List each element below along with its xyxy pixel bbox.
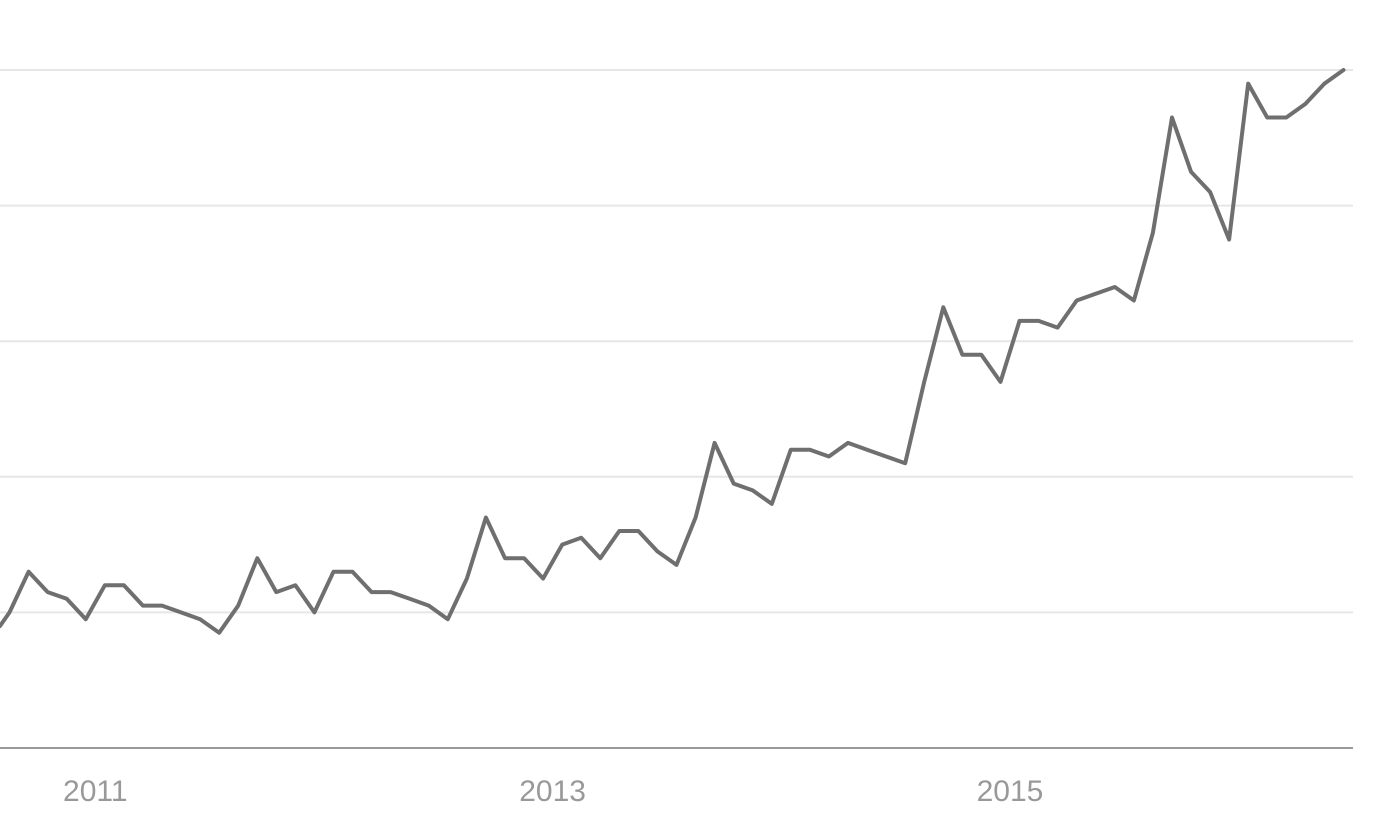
x-tick-label: 2015 [977,775,1044,808]
series-group [0,68,1346,635]
x-tick-label: 2013 [519,775,586,808]
x-axis-ticks: 2011 2013 2015 [63,775,1043,808]
series-line [0,68,1346,635]
gridlines [0,69,1353,614]
x-tick-label: 2011 [63,775,128,808]
